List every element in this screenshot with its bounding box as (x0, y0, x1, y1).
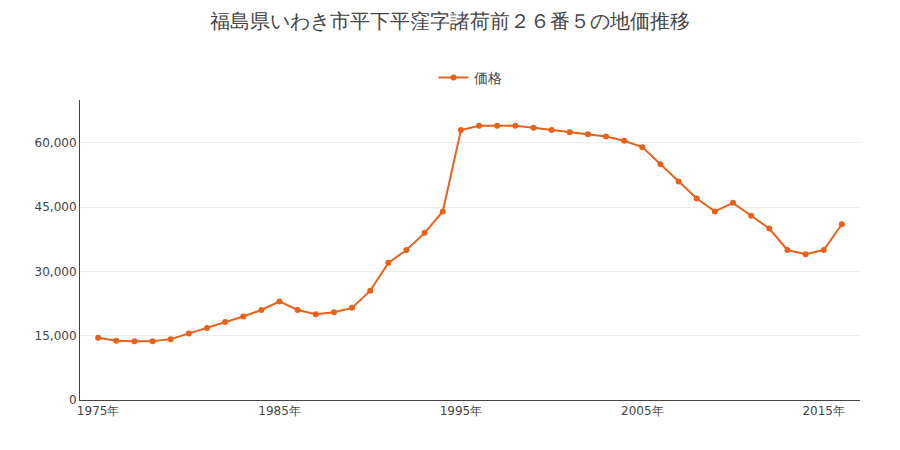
svg-text:30,000: 30,000 (35, 265, 77, 279)
svg-text:福島県いわき市平下平窪字諸荷前２６番５の地価推移: 福島県いわき市平下平窪字諸荷前２６番５の地価推移 (210, 9, 690, 33)
svg-text:1975年: 1975年 (77, 404, 120, 418)
svg-text:0: 0 (69, 393, 77, 407)
svg-text:2005年: 2005年 (621, 404, 664, 418)
svg-text:15,000: 15,000 (35, 329, 77, 343)
svg-text:45,000: 45,000 (35, 200, 77, 214)
svg-text:1995年: 1995年 (440, 404, 483, 418)
svg-text:価格: 価格 (474, 70, 502, 86)
svg-text:2015年: 2015年 (802, 404, 845, 418)
svg-text:1985年: 1985年 (258, 404, 301, 418)
svg-text:60,000: 60,000 (35, 136, 77, 150)
